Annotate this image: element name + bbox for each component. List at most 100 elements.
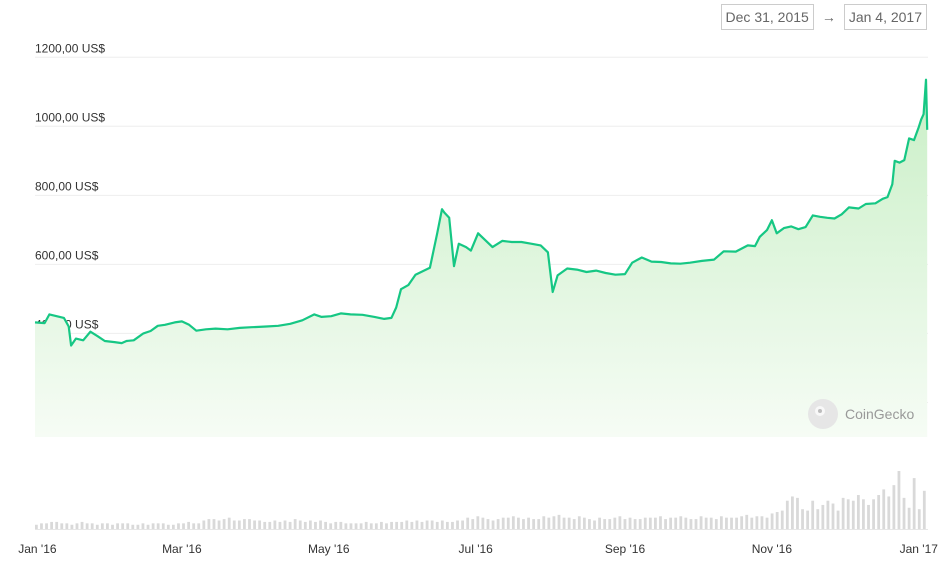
volume-bar [755, 516, 759, 529]
x-tick-label: Jul '16 [459, 542, 494, 556]
volume-bar [232, 520, 236, 529]
volume-bar [420, 521, 424, 529]
volume-bar [390, 521, 393, 529]
volume-bar [324, 521, 327, 529]
volume-bar [354, 523, 358, 529]
volume-bar [922, 490, 926, 529]
volume-bar [745, 514, 749, 529]
volume-bar [456, 520, 459, 529]
volume-bar [532, 519, 536, 529]
volume-bar [872, 499, 875, 529]
volume-bar [735, 517, 738, 529]
volume-bar [887, 496, 891, 529]
volume-bar [349, 523, 353, 529]
volume-bar [851, 500, 855, 529]
volume-bar [293, 519, 297, 529]
volume-bar [90, 523, 94, 529]
volume-bar [273, 520, 277, 529]
volume-bar [476, 516, 480, 529]
volume-bar [725, 517, 728, 529]
x-axis-labels: Jan '16 Mar '16 May '16 Jul '16 Sep '16 Nov '… [18, 542, 938, 556]
volume-bar [902, 497, 906, 529]
volume-bar [75, 523, 79, 529]
volume-bar [704, 517, 708, 529]
volume-bar [141, 523, 145, 529]
volume-bar [451, 521, 454, 529]
date-range-arrow: → [821, 9, 836, 25]
volume-bar [877, 495, 881, 529]
volume-bar [836, 510, 840, 529]
volume-bar [156, 523, 160, 529]
volume-bar [116, 523, 119, 529]
volume-bar [151, 523, 155, 529]
volume-bar [339, 521, 343, 529]
volume-bar [821, 504, 825, 529]
volume-bar [212, 519, 216, 529]
volume-bar [471, 519, 475, 529]
volume-bar [760, 516, 764, 529]
volume-bar [557, 514, 561, 529]
volume-bar [35, 524, 38, 529]
volume-bar [395, 521, 399, 529]
volume-bar [227, 517, 231, 529]
volume-bar [374, 523, 378, 529]
volume-bar [654, 517, 657, 529]
y-tick-label: 1000,00 US$ [35, 110, 105, 124]
volume-bar [435, 521, 439, 529]
volume-bar [298, 520, 302, 529]
volume-bar [517, 517, 520, 529]
volume-bar [60, 523, 64, 529]
volume-bar [567, 517, 571, 529]
volume-bar [217, 520, 221, 529]
volume-bar [791, 496, 794, 529]
volume-bar [268, 521, 272, 529]
volume-bar [588, 519, 591, 529]
volume-bar [111, 524, 114, 529]
volume-bar [405, 520, 409, 529]
volume-bar [192, 523, 196, 529]
volume-bar [430, 520, 434, 529]
volume-bar [765, 517, 769, 529]
volume-bar [816, 509, 820, 529]
watermark-text: CoinGecko [845, 406, 914, 422]
volume-bar [846, 499, 850, 529]
volume-bar [867, 504, 870, 529]
volume-bar [65, 523, 69, 529]
volume-bar [369, 523, 373, 529]
volume-bar [253, 520, 256, 529]
volume-bar [811, 500, 815, 529]
volume-bar [501, 517, 505, 529]
volume-bar [486, 519, 490, 529]
volume-bar [674, 517, 678, 529]
volume-bar [643, 517, 647, 529]
volume-bar [633, 519, 637, 529]
volume-bar [912, 478, 916, 529]
volume-bar [664, 519, 667, 529]
volume-bar [415, 520, 419, 529]
volume-bar [40, 523, 43, 529]
volume-bar [385, 523, 388, 529]
date-range-from[interactable]: Dec 31, 2015 [720, 4, 814, 30]
volume-bar [882, 489, 886, 529]
date-range-to[interactable]: Jan 4, 2017 [843, 4, 927, 30]
volume-bar [166, 524, 170, 529]
volume-bar [826, 500, 830, 529]
volume-bar [146, 524, 150, 529]
volume-bar [461, 520, 464, 529]
y-tick-label: 1200,00 US$ [35, 41, 105, 55]
volume-bar [329, 523, 333, 529]
volume-bar [892, 485, 896, 529]
volume-bar [400, 521, 404, 529]
volume-bar [537, 519, 541, 529]
volume-bar [136, 524, 140, 529]
volume-bar [917, 509, 921, 529]
volume-bar [288, 521, 292, 529]
volume-bar [785, 500, 789, 529]
volume-bar [856, 495, 860, 529]
volume-bar [598, 517, 601, 529]
volume-bar [283, 520, 287, 529]
volume-bar [603, 519, 607, 529]
volume-bar [303, 521, 307, 529]
volume-bar [70, 524, 74, 529]
volume-bar [207, 519, 211, 529]
